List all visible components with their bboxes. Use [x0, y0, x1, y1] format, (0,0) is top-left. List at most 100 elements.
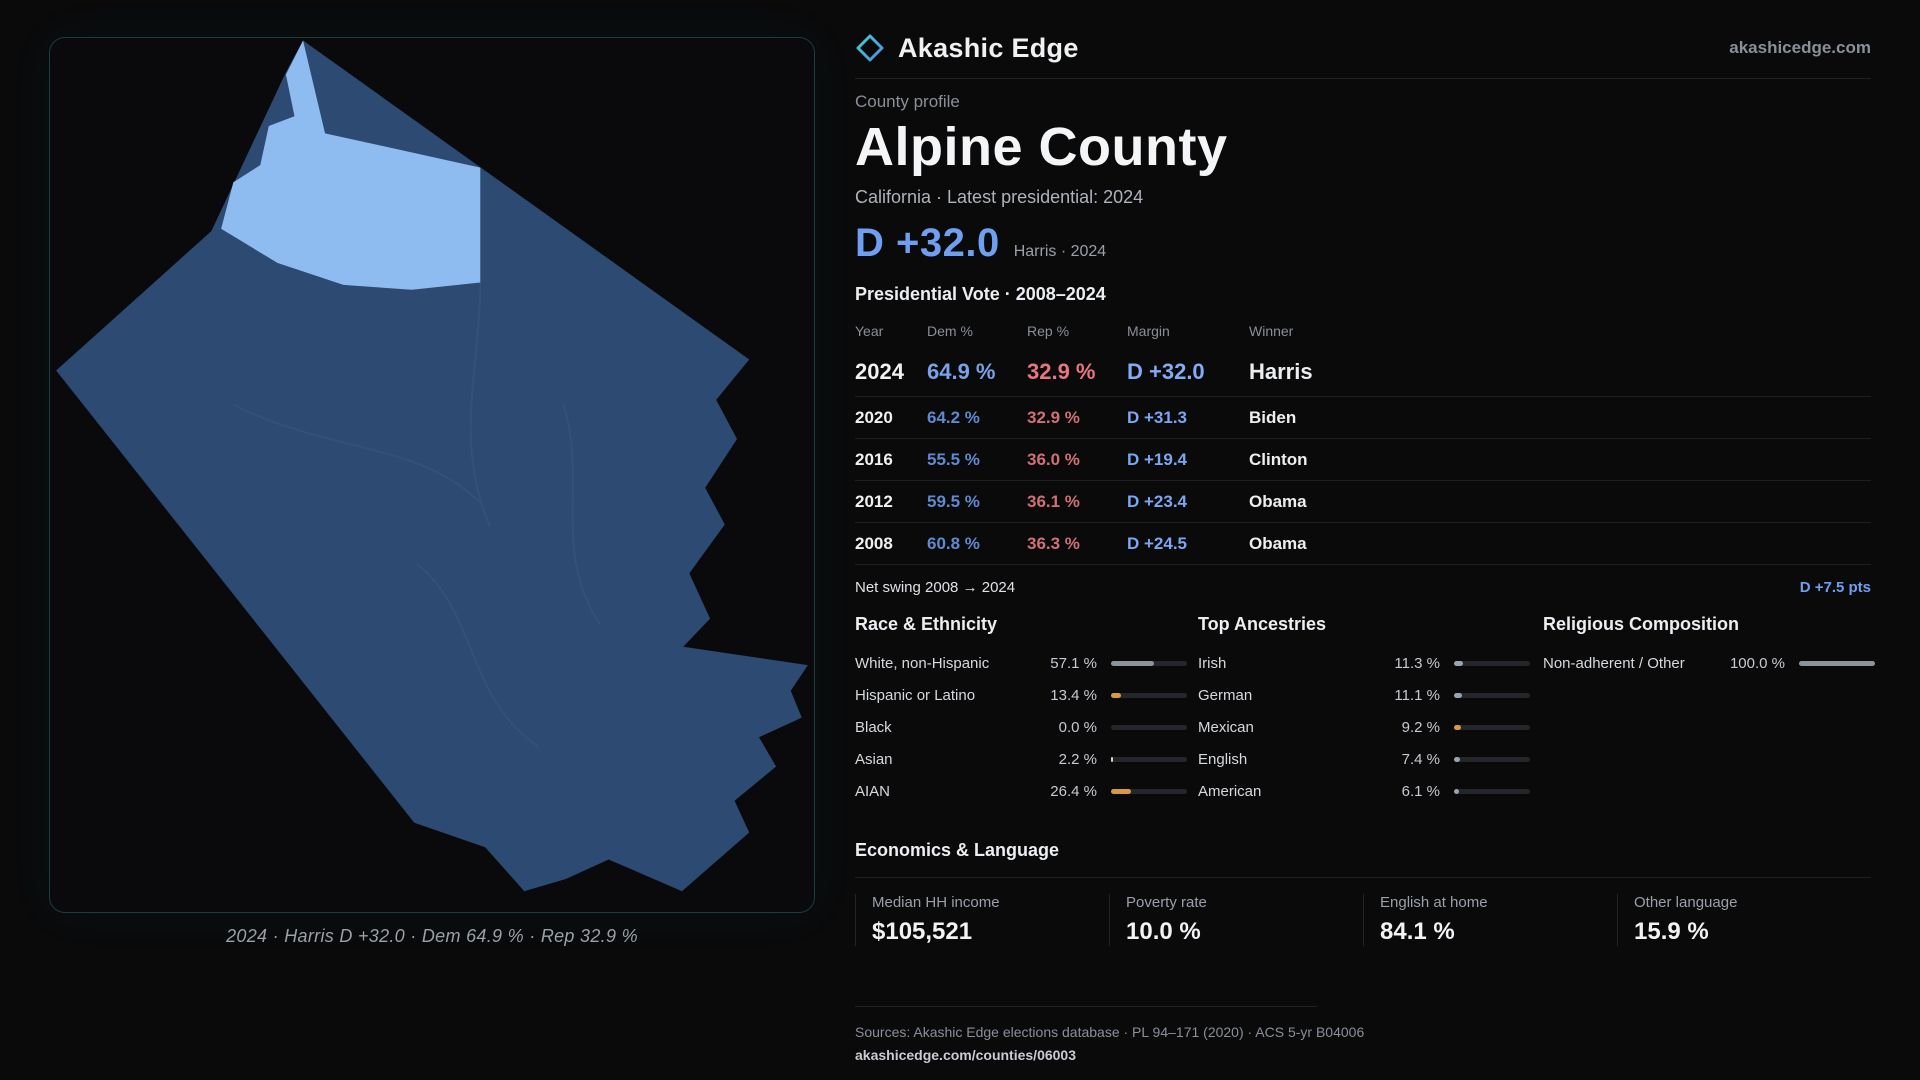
religion-title: Religious Composition: [1543, 614, 1739, 634]
demo-label: Mexican: [1198, 718, 1254, 736]
demo-row: Non-adherent / Other 100.0 %: [1543, 647, 1875, 679]
vote-table-header: Year Dem % Rep % Margin Winner: [855, 315, 1871, 347]
vote-winner: Harris: [1249, 358, 1313, 384]
net-swing-value: D +7.5 pts: [1799, 579, 1871, 596]
demo-label: Asian: [855, 750, 893, 768]
vote-row-2016: 2016 55.5 % 36.0 % D +19.4 Clinton: [855, 439, 1871, 481]
diamond-logo-icon: [856, 34, 884, 62]
vote-dem: 60.8 %: [927, 533, 980, 553]
demo-value: 7.4 %: [1401, 750, 1440, 768]
race-ethnicity-title: Race & Ethnicity: [855, 614, 998, 634]
vote-row-2008: 2008 60.8 % 36.3 % D +24.5 Obama: [855, 523, 1871, 565]
demo-bar-fill: [1111, 788, 1132, 794]
demo-value: 2.2 %: [1058, 750, 1097, 768]
map-caption: 2024 · Harris D +32.0 · Dem 64.9 % · Rep…: [226, 926, 638, 946]
demo-label: Non-adherent / Other: [1543, 654, 1685, 672]
col-year-header: Year: [855, 323, 884, 339]
demo-bar-track: [1111, 660, 1187, 666]
ancestries-column: Top Ancestries Irish 11.3 % German 11.1 …: [1198, 614, 1530, 807]
vote-year: 2024: [855, 358, 904, 384]
stat-label: English at home: [1380, 894, 1488, 911]
net-swing-row: Net swing 2008 → 2024 D +7.5 pts: [855, 565, 1871, 596]
county-township-lines: [232, 282, 601, 748]
demo-value: 13.4 %: [1050, 686, 1097, 704]
stat-poverty-rate: Poverty rate 10.0 %: [1109, 894, 1363, 946]
content-panel: Akashic Edge akashicedge.com County prof…: [855, 26, 1875, 1063]
demo-bar-track: [1111, 788, 1187, 794]
demo-value: 9.2 %: [1401, 718, 1440, 736]
demo-bar-track: [1454, 788, 1530, 794]
demo-bar-fill: [1454, 660, 1463, 666]
vote-year: 2020: [855, 407, 893, 427]
headline-margin: D +32.0: [855, 221, 1000, 265]
stats-row: Median HH income $105,521 Poverty rate 1…: [855, 877, 1871, 946]
demo-bar-fill: [1111, 692, 1122, 698]
stat-value: 15.9 %: [1634, 918, 1709, 945]
demo-label: AIAN: [855, 782, 891, 800]
demo-label: German: [1198, 686, 1253, 704]
vote-dem: 64.9 %: [927, 358, 996, 384]
brand-name: Akashic Edge: [898, 32, 1079, 63]
vote-year: 2016: [855, 449, 893, 469]
headline-detail: Harris · 2024: [1013, 243, 1107, 260]
col-winner-header: Winner: [1249, 323, 1294, 339]
demo-value: 11.3 %: [1394, 654, 1440, 672]
vote-dem: 55.5 %: [927, 449, 980, 469]
header-divider: [855, 78, 1871, 79]
permalink-link[interactable]: akashicedge.com/counties/06003: [855, 1047, 1076, 1063]
demo-bar-track: [1454, 756, 1530, 762]
vote-table-title: Presidential Vote · 2008–2024: [855, 284, 1106, 304]
site-domain-link[interactable]: akashicedge.com: [1729, 38, 1871, 57]
vote-year: 2012: [855, 491, 893, 511]
race-ethnicity-column: Race & Ethnicity White, non-Hispanic 57.…: [855, 614, 1187, 807]
vote-row-2024: 2024 64.9 % 32.9 % D +32.0 Harris: [855, 347, 1871, 397]
kicker: County profile: [855, 92, 960, 111]
demo-row: AIAN 26.4 %: [855, 775, 1187, 807]
demo-label: Irish: [1198, 654, 1227, 672]
vote-rep: 36.1 %: [1027, 491, 1080, 511]
demo-row: English 7.4 %: [1198, 743, 1530, 775]
demo-value: 0.0 %: [1058, 718, 1097, 736]
demo-bar-track: [1454, 660, 1530, 666]
demo-row: White, non-Hispanic 57.1 %: [855, 647, 1187, 679]
sources-text: Sources: Akashic Edge elections database…: [855, 1024, 1365, 1040]
vote-dem: 59.5 %: [927, 491, 980, 511]
vote-dem: 64.2 %: [927, 407, 980, 427]
demo-label: English: [1198, 750, 1248, 768]
demo-bar-fill: [1454, 692, 1463, 698]
demo-row: Asian 2.2 %: [855, 743, 1187, 775]
stat-value: 10.0 %: [1126, 918, 1201, 945]
demo-label: American: [1198, 782, 1262, 800]
vote-margin: D +31.3: [1127, 407, 1188, 427]
demo-label: Hispanic or Latino: [855, 686, 976, 704]
vote-rep: 36.0 %: [1027, 449, 1080, 469]
stat-value: 84.1 %: [1380, 918, 1455, 945]
demo-bar-fill: [1454, 788, 1459, 794]
demo-row: Hispanic or Latino 13.4 %: [855, 679, 1187, 711]
stat-median-hh-income: Median HH income $105,521: [855, 894, 1109, 946]
demo-bar-track: [1111, 724, 1187, 730]
col-rep-header: Rep %: [1027, 323, 1070, 339]
demo-bar-fill: [1454, 724, 1461, 730]
vote-margin: D +32.0: [1127, 358, 1205, 384]
footer: Sources: Akashic Edge elections database…: [855, 1006, 1871, 1063]
demo-bar-track: [1799, 660, 1875, 666]
col-dem-header: Dem %: [927, 323, 973, 339]
demo-bar-track: [1111, 692, 1187, 698]
demo-bar-track: [1454, 692, 1530, 698]
vote-year: 2008: [855, 533, 893, 553]
demo-bar-track: [1454, 724, 1530, 730]
demographics-section: Race & Ethnicity White, non-Hispanic 57.…: [855, 614, 1875, 828]
demo-bar-track: [1111, 756, 1187, 762]
demo-row: Mexican 9.2 %: [1198, 711, 1530, 743]
demo-label: Black: [855, 718, 892, 736]
demo-row: Black 0.0 %: [855, 711, 1187, 743]
vote-margin: D +19.4: [1127, 449, 1188, 469]
page-title: Alpine County: [855, 117, 1228, 177]
col-margin-header: Margin: [1127, 323, 1170, 339]
vote-rep: 32.9 %: [1027, 358, 1096, 384]
religion-column: Religious Composition Non-adherent / Oth…: [1543, 614, 1875, 679]
demo-value: 100.0 %: [1729, 654, 1785, 672]
vote-rep: 32.9 %: [1027, 407, 1080, 427]
